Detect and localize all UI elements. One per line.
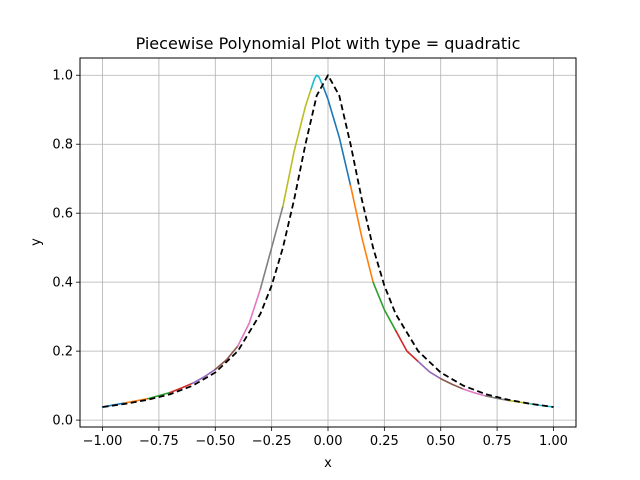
- grid-layer: [80, 58, 576, 427]
- y-tick-label: 0.8: [52, 138, 73, 153]
- x-tick-label: −0.25: [252, 434, 292, 449]
- polynomial-segment-line: [169, 382, 194, 394]
- x-tick-label: −0.75: [139, 434, 179, 449]
- polynomial-segment-line: [214, 345, 239, 371]
- x-axis-label: x: [324, 456, 332, 471]
- y-tick-label: 1.0: [52, 69, 73, 84]
- polynomial-segment-line: [237, 288, 262, 347]
- x-tick-label: 1.00: [539, 434, 568, 449]
- x-tick-label: −0.50: [195, 434, 235, 449]
- x-tick-label: 0.00: [314, 434, 343, 449]
- polynomial-segment-line: [322, 86, 352, 187]
- y-axis-label: y: [29, 238, 44, 246]
- polynomial-segment-line: [191, 368, 217, 384]
- y-tick-label: 0.2: [52, 345, 73, 360]
- polynomial-segment-line: [259, 205, 284, 290]
- polynomial-segment-line: [462, 388, 487, 397]
- y-tick-label: 0.4: [52, 276, 73, 291]
- polynomial-segment-line: [146, 391, 171, 400]
- polynomial-segment-line: [372, 281, 397, 332]
- polynomial-segment-line: [349, 184, 374, 283]
- polynomial-segment-line: [310, 74, 325, 90]
- polynomial-segment-line: [394, 329, 419, 363]
- polynomial-segment-line: [417, 360, 442, 380]
- ticks-layer: −1.00 −0.75 −0.50 −0.25 0.00 0.25 0.50 0.75 1.00…: [52, 69, 568, 449]
- polynomial-segment-line: [282, 88, 312, 208]
- x-tick-label: 0.75: [483, 434, 512, 449]
- y-tick-label: 0.6: [52, 207, 73, 222]
- y-tick-label: 0.0: [52, 414, 73, 429]
- reference-dashed-line: [102, 74, 554, 408]
- x-tick-label: −1.00: [83, 434, 123, 449]
- polynomial-segment-line: [124, 397, 149, 404]
- polynomial-segment-line: [439, 377, 465, 390]
- x-tick-label: 0.25: [370, 434, 399, 449]
- reference-curve-layer: [102, 74, 554, 408]
- x-tick-label: 0.50: [426, 434, 455, 449]
- chart-title: Piecewise Polynomial Plot with type = qu…: [136, 34, 521, 53]
- segments-layer: [101, 74, 555, 408]
